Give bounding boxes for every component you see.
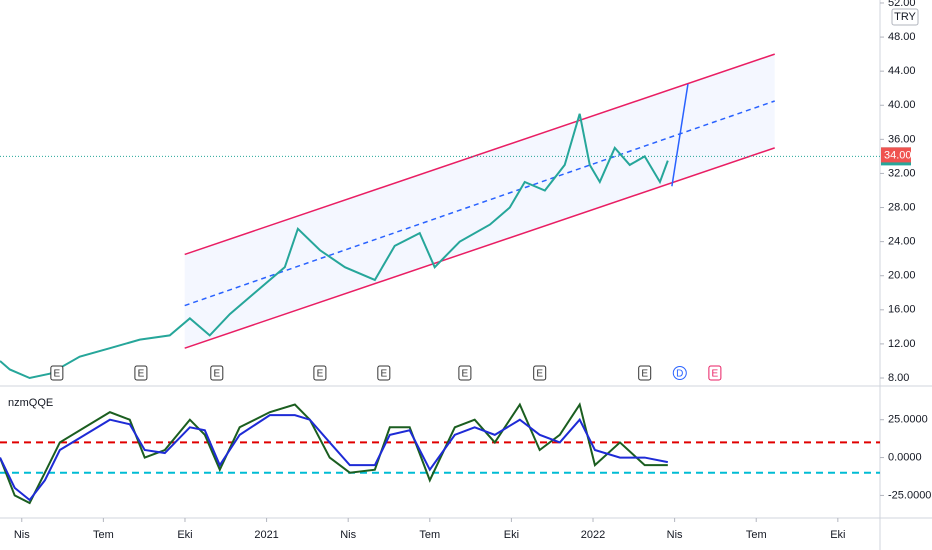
event-badge <box>50 365 64 381</box>
event-label: E <box>380 369 387 380</box>
event-badge <box>210 365 224 381</box>
y-tick-label: 0.0000 <box>888 451 922 463</box>
y-tick-label: 12.00 <box>888 338 916 350</box>
event-marker: E <box>50 365 64 381</box>
trend-line <box>671 83 689 187</box>
event-label: E <box>536 369 543 380</box>
event-label: E <box>641 369 648 380</box>
event-marker: E <box>638 365 652 381</box>
y-tick-label: 20.00 <box>888 270 916 282</box>
x-tick-label: Eki <box>177 529 192 541</box>
event-label: E <box>317 369 324 380</box>
y-tick-label: 52.00 <box>888 0 916 9</box>
x-tick-label: Eki <box>504 529 519 541</box>
event-label: E <box>462 369 469 380</box>
event-label: E <box>213 369 220 380</box>
event-badge <box>313 365 327 381</box>
event-marker: E <box>533 365 547 381</box>
y-tick-label: 48.00 <box>888 31 916 43</box>
trend-line <box>184 53 775 256</box>
event-marker: E <box>134 365 148 381</box>
event-marker: E <box>210 365 224 381</box>
event-label: D <box>676 369 683 380</box>
event-badge <box>672 366 687 380</box>
x-tick-label: Eki <box>830 529 845 541</box>
series-line <box>0 402 668 505</box>
x-tick-label: Tem <box>746 529 767 541</box>
event-label: E <box>712 369 719 380</box>
event-label: E <box>138 369 145 380</box>
series-line <box>0 113 669 380</box>
y-tick-label: -25.0000 <box>888 489 931 501</box>
y-tick-label: 24.00 <box>888 236 916 248</box>
event-marker: E <box>458 365 472 381</box>
event-badge <box>134 365 148 381</box>
x-tick-label: Nis <box>14 529 30 541</box>
y-tick-label: 8.00 <box>888 372 909 384</box>
y-tick-label: 44.00 <box>888 65 916 77</box>
event-label: E <box>54 369 61 380</box>
y-tick-label: 25.0000 <box>888 414 928 426</box>
trend-line <box>184 147 775 349</box>
x-tick-label: Tem <box>419 529 440 541</box>
series-line <box>0 414 669 502</box>
y-tick-label: 36.00 <box>888 133 916 145</box>
event-marker: E <box>708 365 722 381</box>
event-badge <box>377 365 391 381</box>
event-marker: E <box>377 365 391 381</box>
event-badge <box>533 365 547 381</box>
last-price-box-top <box>881 147 911 163</box>
indicator-title: nzmQQE <box>8 397 53 409</box>
event-marker: D <box>672 366 687 380</box>
y-tick-label: 28.00 <box>888 201 916 213</box>
x-tick-label: Tem <box>93 529 114 541</box>
x-tick-label: Nis <box>667 529 683 541</box>
x-tick-label: 2022 <box>581 529 605 541</box>
event-badge <box>708 365 722 381</box>
event-marker: E <box>313 365 327 381</box>
channel-fill <box>184 54 775 349</box>
y-tick-label: 32.00 <box>888 167 916 179</box>
y-tick-label: 16.00 <box>888 304 916 316</box>
x-tick-label: 2021 <box>254 529 278 541</box>
event-badge <box>458 365 472 381</box>
currency-label: TRY <box>894 11 916 23</box>
event-badge <box>638 365 652 381</box>
y-tick-label: 40.00 <box>888 99 916 111</box>
currency-box <box>891 8 919 26</box>
last-price-label: 34.00 <box>884 149 912 161</box>
x-tick-label: Nis <box>340 529 356 541</box>
